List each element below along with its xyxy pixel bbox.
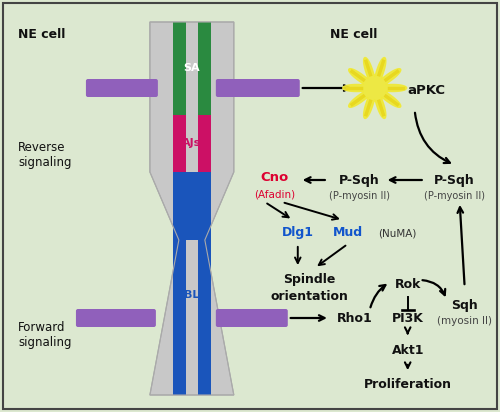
Polygon shape xyxy=(173,172,211,240)
Text: BL: BL xyxy=(184,290,200,300)
FancyBboxPatch shape xyxy=(216,79,300,97)
Bar xyxy=(173,240,186,395)
Text: Spindle: Spindle xyxy=(284,274,336,286)
Text: Eph: Eph xyxy=(112,83,132,93)
Text: Sqh: Sqh xyxy=(452,299,478,311)
Text: Proliferation: Proliferation xyxy=(364,379,452,391)
Text: Cno: Cno xyxy=(260,171,289,183)
Text: P-Sqh: P-Sqh xyxy=(434,173,475,187)
Text: Akt1: Akt1 xyxy=(392,344,424,356)
Text: AJs: AJs xyxy=(182,138,202,148)
Polygon shape xyxy=(150,22,234,395)
Text: (P-myosin II): (P-myosin II) xyxy=(329,191,390,201)
Text: Ephrin: Ephrin xyxy=(250,83,286,93)
FancyBboxPatch shape xyxy=(3,3,496,409)
Text: PI3K: PI3K xyxy=(392,311,424,325)
Bar xyxy=(198,240,211,395)
Text: aPKC: aPKC xyxy=(408,84,446,96)
Bar xyxy=(173,115,186,172)
Text: (NuMA): (NuMA) xyxy=(378,228,417,238)
Text: (myosin II): (myosin II) xyxy=(437,316,492,326)
Text: orientation: orientation xyxy=(271,290,348,304)
Text: Ephrin: Ephrin xyxy=(98,313,134,323)
Text: (Afadin): (Afadin) xyxy=(254,189,296,199)
Polygon shape xyxy=(343,58,406,119)
Text: NE cell: NE cell xyxy=(330,28,377,41)
Text: Rho1: Rho1 xyxy=(337,311,372,325)
FancyBboxPatch shape xyxy=(76,309,156,327)
Text: Dlg1: Dlg1 xyxy=(282,225,314,239)
Text: (P-myosin II): (P-myosin II) xyxy=(424,191,485,201)
Text: SA: SA xyxy=(184,63,200,73)
Bar xyxy=(198,115,211,172)
Text: Rok: Rok xyxy=(394,279,421,292)
Text: Eph: Eph xyxy=(241,313,262,323)
Text: Forward
signaling: Forward signaling xyxy=(18,321,72,349)
FancyBboxPatch shape xyxy=(86,79,158,97)
Text: P-Sqh: P-Sqh xyxy=(340,173,380,187)
FancyBboxPatch shape xyxy=(216,309,288,327)
Bar xyxy=(173,22,186,115)
Text: NE cell: NE cell xyxy=(18,28,66,41)
Text: Mud: Mud xyxy=(332,225,363,239)
Bar xyxy=(198,22,211,115)
Text: Reverse
signaling: Reverse signaling xyxy=(18,141,72,169)
